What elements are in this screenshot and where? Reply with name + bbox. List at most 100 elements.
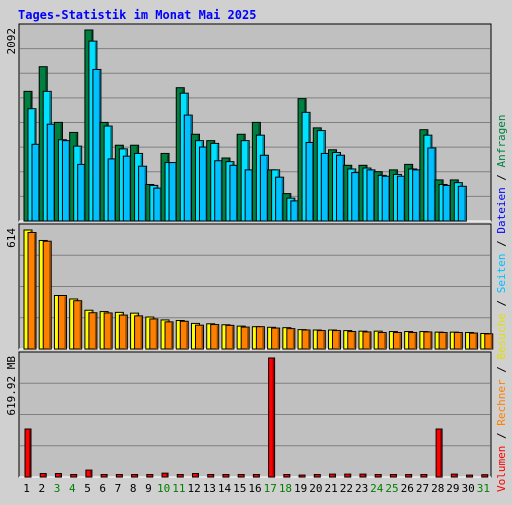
bar-shade	[455, 475, 457, 477]
x-tick-label: 17	[264, 482, 277, 495]
bar-shade	[49, 242, 51, 349]
x-tick-label: 27	[416, 482, 429, 495]
bar-shade	[34, 233, 36, 349]
bar-volumen-day-30	[466, 474, 474, 478]
x-tick-label: 23	[355, 482, 368, 495]
bar-volumen-day-21	[329, 473, 337, 478]
x-tick-label: 3	[54, 482, 61, 495]
legend-item-anfragen: Anfragen	[495, 114, 508, 167]
bar-volumen-day-22	[344, 473, 352, 478]
bar-rechner-day-8	[134, 315, 144, 350]
x-tick-label: 11	[172, 482, 185, 495]
bar-shade	[79, 301, 82, 349]
bar-shade	[105, 475, 107, 477]
bar-volumen-day-28	[435, 428, 443, 478]
x-tick-label: 4	[69, 482, 76, 495]
bar-shade	[231, 326, 234, 349]
y-max-label: 619.92 MB	[5, 356, 18, 416]
legend: Volumen / Rechner / Besuche / Seiten / D…	[495, 114, 508, 492]
bar-volumen-day-31	[481, 474, 489, 478]
bar-volumen-day-12	[191, 473, 199, 478]
legend-separator: /	[495, 234, 508, 254]
bar-volumen-day-29	[450, 473, 458, 478]
x-tick-label: 14	[218, 482, 232, 495]
bar-shade	[257, 475, 259, 477]
bar-shade	[414, 333, 417, 349]
bar-shade	[440, 430, 442, 477]
bar-rechner-day-31	[484, 333, 494, 350]
bar-shade	[166, 474, 168, 477]
bar-rechner-day-21	[332, 330, 342, 350]
bar-volumen-day-7	[115, 474, 123, 478]
bar-shade	[64, 296, 66, 349]
bar-rechner-day-25	[392, 332, 402, 350]
bar-rechner-day-12	[194, 324, 204, 350]
bar-volumen-day-5	[85, 469, 93, 478]
bar-shade	[155, 319, 158, 349]
bar-rechner-day-14	[225, 324, 235, 350]
bar-rechner-day-24	[377, 332, 387, 350]
bar-rechner-day-29	[453, 332, 463, 350]
panels-group: 2092 614 619.92 MB	[5, 23, 494, 478]
legend-item-seiten: Seiten	[495, 254, 508, 294]
bar-volumen-day-1	[24, 428, 32, 478]
bar-shade	[277, 329, 280, 349]
bar-rechner-day-26	[408, 332, 418, 350]
bar-rechner-day-23	[362, 331, 372, 350]
x-tick-label: 29	[446, 482, 459, 495]
bar-rechner-day-1	[27, 232, 37, 350]
bar-volumen-day-27	[420, 474, 428, 478]
bar-shade	[140, 316, 143, 349]
bar-volumen-day-16	[252, 474, 260, 478]
bar-shade	[308, 331, 310, 349]
bar-rechner-day-2	[42, 240, 52, 350]
bar-shade	[110, 313, 112, 349]
legend-separator: /	[495, 167, 508, 187]
bar-rechner-day-5	[88, 312, 98, 350]
bar-shade	[333, 475, 336, 477]
bar-shade	[475, 334, 478, 349]
bar-rechner-day-10	[164, 321, 174, 350]
legend-separator: /	[495, 293, 508, 313]
bar-shade	[150, 475, 153, 477]
bar-rechner-day-11	[179, 320, 189, 350]
bar-rechner-day-22	[347, 331, 357, 350]
bar-shade	[94, 313, 97, 349]
bar-rechner-day-7	[118, 314, 128, 350]
bar-volumen-day-25	[389, 474, 397, 478]
bar-shade	[470, 476, 473, 477]
bar-volumen-day-19	[298, 474, 306, 478]
bar-volumen-day-26	[405, 474, 413, 478]
x-tick-label: 6	[99, 482, 106, 495]
x-tick-label: 19	[294, 482, 307, 495]
bar-shade	[226, 475, 229, 477]
bar-shade	[338, 331, 341, 349]
legend-separator: /	[495, 426, 508, 446]
bar-shade	[490, 334, 493, 349]
x-tick-label: 16	[248, 482, 261, 495]
bar-shade	[44, 474, 46, 477]
x-tick-label: 22	[340, 482, 353, 495]
bar-shade	[353, 332, 356, 349]
bar-volumen-day-14	[222, 474, 230, 478]
bar-shade	[29, 430, 31, 477]
y-max-label: 614	[5, 228, 18, 248]
x-tick-label: 26	[401, 482, 414, 495]
bar-rechner-day-6	[103, 312, 113, 350]
panel-hits: 2092	[5, 23, 492, 222]
bar-shade	[303, 476, 305, 477]
bar-volumen-day-6	[100, 474, 108, 478]
bar-volumen-day-10	[161, 472, 169, 478]
x-tick-label: 21	[325, 482, 338, 495]
bar-volumen-day-13	[207, 474, 215, 478]
bar-shade	[323, 331, 325, 349]
bar-shade	[424, 475, 427, 477]
bar-shade	[59, 474, 61, 477]
bar-shade	[287, 475, 290, 477]
bar-rechner-day-16	[255, 326, 265, 350]
bar-shade	[348, 475, 351, 477]
x-tick-label: 31	[477, 482, 490, 495]
x-tick-label: 20	[309, 482, 322, 495]
